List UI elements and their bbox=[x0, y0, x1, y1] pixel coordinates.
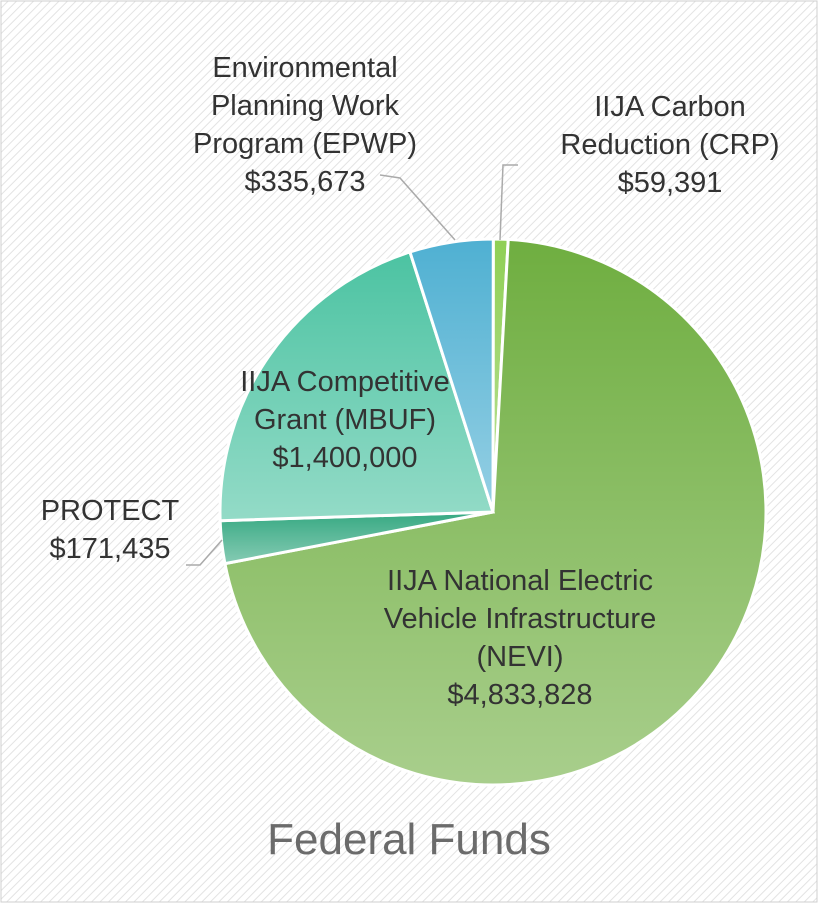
data-label: Environmental Planning Work Program (EPW… bbox=[175, 49, 435, 201]
value-label: $335,673 bbox=[244, 166, 366, 198]
slice-shading bbox=[220, 251, 493, 521]
value-label: $171,435 bbox=[49, 533, 171, 565]
leader-line bbox=[186, 539, 223, 566]
data-label: PROTECT $171,435 bbox=[30, 492, 190, 568]
category-label: Environmental Planning Work Program (EPW… bbox=[193, 52, 417, 160]
value-label: $59,391 bbox=[617, 167, 723, 199]
category-label: IIJA National Electric Vehicle Infrastru… bbox=[383, 565, 657, 673]
chart-title: Federal Funds bbox=[267, 815, 551, 864]
category-label: IIJA Competitive Grant (MBUF) bbox=[240, 366, 450, 436]
leader-line bbox=[379, 174, 456, 241]
slice-shading bbox=[224, 239, 766, 786]
slice-shading bbox=[409, 239, 494, 513]
value-label: $4,833,828 bbox=[447, 679, 593, 711]
slice-shading bbox=[220, 512, 493, 564]
data-label: IIJA National Electric Vehicle Infrastru… bbox=[350, 562, 690, 714]
leader-line bbox=[499, 164, 518, 241]
category-label: PROTECT bbox=[40, 495, 180, 527]
data-label: IIJA Carbon Reduction (CRP) $59,391 bbox=[540, 88, 800, 202]
value-label: $1,400,000 bbox=[272, 442, 418, 474]
category-label: IIJA Carbon Reduction (CRP) bbox=[560, 91, 780, 161]
data-label: IIJA Competitive Grant (MBUF) $1,400,000 bbox=[235, 363, 455, 477]
